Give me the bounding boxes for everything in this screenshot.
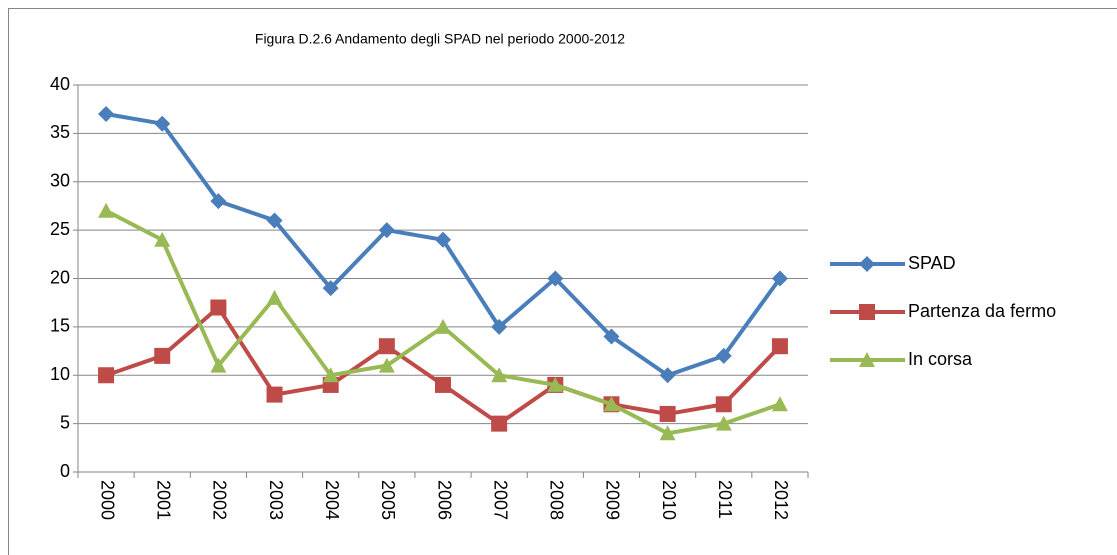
marker: [210, 299, 227, 316]
marker: [210, 357, 227, 373]
marker: [859, 304, 875, 320]
y-tick-label: 10: [50, 364, 70, 384]
marker: [659, 367, 676, 384]
marker: [491, 367, 508, 383]
marker: [378, 357, 395, 373]
x-tick-label: 2003: [266, 480, 286, 520]
marker: [322, 367, 339, 383]
x-tick-label: 2004: [322, 480, 342, 520]
marker: [859, 256, 875, 272]
legend-label: SPAD: [908, 253, 956, 273]
x-tick-label: 2008: [547, 480, 567, 520]
marker: [659, 425, 676, 441]
marker: [659, 405, 676, 422]
x-tick-label: 2001: [153, 480, 173, 520]
marker: [859, 352, 875, 367]
marker: [715, 415, 732, 431]
marker: [715, 347, 732, 364]
y-tick-label: 35: [50, 122, 70, 142]
marker: [491, 318, 508, 335]
marker: [154, 115, 171, 132]
marker: [435, 376, 451, 393]
marker: [98, 106, 115, 123]
y-tick-label: 30: [50, 171, 70, 191]
marker: [154, 231, 171, 247]
x-tick-label: 2009: [603, 480, 623, 520]
y-tick-label: 5: [60, 412, 70, 432]
marker: [378, 338, 395, 355]
marker: [266, 386, 283, 403]
marker: [98, 367, 115, 384]
y-tick-label: 25: [50, 219, 70, 239]
y-tick-label: 15: [50, 316, 70, 336]
y-tick-label: 20: [50, 267, 70, 287]
marker: [266, 289, 283, 305]
y-tick-label: 40: [50, 74, 70, 94]
marker: [491, 415, 508, 432]
marker: [771, 396, 788, 412]
marker: [322, 280, 339, 297]
marker: [210, 193, 227, 210]
y-tick-label: 0: [60, 461, 70, 481]
marker: [435, 318, 451, 334]
marker: [378, 222, 395, 239]
marker: [98, 202, 115, 218]
x-tick-label: 2007: [490, 480, 510, 520]
x-tick-label: 2006: [434, 480, 454, 520]
marker: [266, 212, 283, 229]
chart-frame: [8, 8, 1117, 555]
x-tick-label: 2011: [715, 480, 735, 519]
marker: [154, 347, 171, 364]
marker: [603, 396, 620, 412]
x-tick-label: 2005: [378, 480, 398, 520]
marker: [771, 338, 788, 355]
marker: [771, 270, 788, 287]
x-tick-label: 2002: [210, 480, 230, 520]
legend-label: Partenza da fermo: [908, 301, 1056, 321]
x-tick-label: 2000: [97, 480, 117, 520]
x-tick-label: 2010: [659, 480, 679, 520]
marker: [715, 396, 732, 413]
marker: [603, 328, 620, 345]
marker: [435, 231, 451, 248]
chart-title: Figura D.2.6 Andamento degli SPAD nel pe…: [255, 31, 625, 47]
legend-label: In corsa: [908, 349, 973, 369]
x-tick-label: 2012: [771, 480, 791, 520]
marker: [547, 376, 564, 392]
marker: [547, 270, 564, 287]
